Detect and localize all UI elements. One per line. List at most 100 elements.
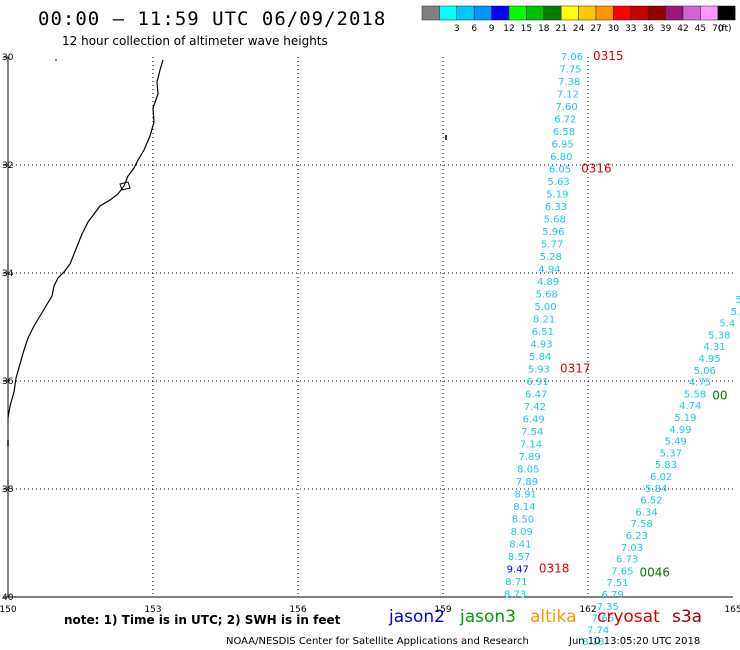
legend-tick-label: 18 bbox=[538, 24, 550, 34]
swh-value-label: 7.03 bbox=[621, 543, 643, 554]
swh-value-label: 7.38 bbox=[558, 77, 580, 88]
legend-tick-label: 12 bbox=[503, 24, 514, 34]
lon-label: 156 bbox=[289, 605, 306, 615]
swh-value-label: 8.18 bbox=[582, 637, 604, 648]
lat-label: 38 bbox=[2, 485, 14, 495]
swh-value-label: 4.74 bbox=[679, 401, 701, 412]
legend-tick-label: 21 bbox=[555, 24, 566, 34]
swh-value-label: 4.93 bbox=[530, 340, 552, 351]
swh-value-label: 6.52 bbox=[640, 496, 662, 507]
swh-value-label: 5.93 bbox=[528, 365, 550, 376]
swh-value-label: 7.12 bbox=[557, 90, 579, 101]
swh-value-label: 8.73 bbox=[504, 590, 526, 601]
lat-label: 34 bbox=[2, 269, 14, 279]
swh-value-label: 5.06 bbox=[694, 366, 716, 377]
swh-value-label: 6.72 bbox=[554, 115, 576, 126]
swh-value-label: 5.19 bbox=[546, 190, 568, 201]
swh-value-label: 5.28 bbox=[540, 252, 562, 263]
lon-label: 150 bbox=[0, 605, 17, 615]
swh-value-label: 5.84 bbox=[529, 352, 551, 363]
swh-value-label: 5. bbox=[735, 295, 740, 306]
coastline-inlet bbox=[119, 181, 131, 191]
swh-value-label: 7.89 bbox=[516, 477, 538, 488]
swh-value-label: 8.14 bbox=[513, 502, 535, 513]
swh-value-label: 8.09 bbox=[511, 527, 533, 538]
swh-value-label: 6.47 bbox=[525, 390, 547, 401]
swh-value-label: 7.75 bbox=[559, 65, 581, 76]
track-time-label: 0318 bbox=[539, 562, 570, 576]
swh-value-label: 7.14 bbox=[520, 440, 542, 451]
swh-value-label: 7.35 bbox=[597, 602, 619, 613]
mission-label: altika bbox=[530, 607, 577, 627]
swh-value-label: 7.65 bbox=[611, 566, 633, 577]
swh-value-label: 5.68 bbox=[536, 290, 558, 301]
swh-value-label: 6.91 bbox=[526, 377, 548, 388]
swh-value-label: 6.34 bbox=[635, 507, 657, 518]
legend-tick-label: 27 bbox=[590, 24, 601, 34]
legend-swatch bbox=[717, 5, 736, 21]
track-time-label: 0317 bbox=[560, 362, 591, 376]
swh-value-label: 6.02 bbox=[650, 472, 672, 483]
legend-tick-label: 39 bbox=[660, 24, 672, 34]
swh-value-label: 7.54 bbox=[521, 427, 543, 438]
lon-label: 165 bbox=[724, 605, 740, 615]
legend-tick-label: 6 bbox=[471, 24, 477, 34]
swh-value-label: 5.84 bbox=[645, 484, 667, 495]
lon-label: 162 bbox=[579, 605, 596, 615]
track-time-label: 0045 bbox=[606, 648, 637, 650]
legend-tick-label: 24 bbox=[573, 24, 585, 34]
swh-value-label: 9.47 bbox=[507, 565, 529, 576]
timestamp: Jun 10 13:05:20 UTC 2018 bbox=[569, 636, 701, 647]
swh-value-label: 5.83 bbox=[655, 460, 677, 471]
swh-value-label: 6.51 bbox=[532, 327, 554, 338]
swh-value-label: 4.89 bbox=[537, 277, 559, 288]
swh-value-label: 5.00 bbox=[534, 302, 556, 313]
swh-value-label: 7.74 bbox=[587, 625, 609, 636]
mission-label: s3a bbox=[672, 607, 703, 627]
swh-value-label: 8.21 bbox=[533, 315, 555, 326]
page-title: 00:00 – 11:59 UTC 06/09/2018 bbox=[38, 8, 387, 30]
track-time-label: 00 bbox=[712, 388, 727, 402]
track-time-label: 0315 bbox=[593, 49, 624, 63]
swh-value-label: 8.57 bbox=[508, 552, 530, 563]
swh-value-label: 6.05 bbox=[549, 165, 571, 176]
swh-value-label: 7.51 bbox=[606, 578, 628, 589]
legend-tick-label: 45 bbox=[695, 24, 706, 34]
swh-value-label: 8.91 bbox=[515, 490, 537, 501]
swh-value-label: 7.42 bbox=[524, 402, 546, 413]
swh-value-label: 4.75 bbox=[689, 378, 711, 389]
swh-value-label: 6.33 bbox=[545, 202, 567, 213]
track-time-label: 0046 bbox=[639, 565, 670, 579]
legend-tick-label: 3 bbox=[454, 24, 460, 34]
coastline bbox=[7, 59, 164, 419]
lat-label: 32 bbox=[2, 161, 13, 171]
page-subtitle: 12 hour collection of altimeter wave hei… bbox=[62, 34, 328, 48]
swh-value-label: 8.05 bbox=[517, 465, 539, 476]
swh-value-label: 7.66 bbox=[592, 614, 614, 625]
swh-value-label: 5.38 bbox=[708, 330, 730, 341]
swh-value-label: 6.49 bbox=[522, 415, 544, 426]
legend-tick-label: 9 bbox=[489, 24, 495, 34]
swh-value-label: 4.95 bbox=[698, 354, 720, 365]
swh-value-label: 6.73 bbox=[616, 555, 638, 566]
swh-value-label: 7.58 bbox=[631, 519, 653, 530]
credit-line: NOAA/NESDIS Center for Satellite Applica… bbox=[226, 636, 529, 647]
swh-value-label: 8.71 bbox=[505, 577, 527, 588]
swh-value-label: 8.41 bbox=[509, 540, 531, 551]
swh-value-label: 6.80 bbox=[550, 152, 572, 163]
legend-tick-label: 30 bbox=[608, 24, 620, 34]
swh-value-label: 5.68 bbox=[544, 215, 566, 226]
color-legend: 3 6 9 12 15 18 21 24 27 30 33 36 39 42 45 70(ft) bbox=[421, 5, 736, 34]
swh-value-label: 5.63 bbox=[548, 177, 570, 188]
mission-label: jason2 bbox=[389, 607, 445, 627]
swh-value-label: 8.50 bbox=[512, 515, 534, 526]
swh-value-label: 5.49 bbox=[665, 437, 687, 448]
swh-value-label: 5. bbox=[731, 307, 740, 318]
island-dot bbox=[55, 59, 57, 61]
swh-value-label: 6.79 bbox=[601, 590, 623, 601]
swh-value-label: 5.19 bbox=[674, 413, 696, 424]
swh-value-label: 5.96 bbox=[542, 227, 564, 238]
legend-tick-label: 33 bbox=[625, 24, 636, 34]
